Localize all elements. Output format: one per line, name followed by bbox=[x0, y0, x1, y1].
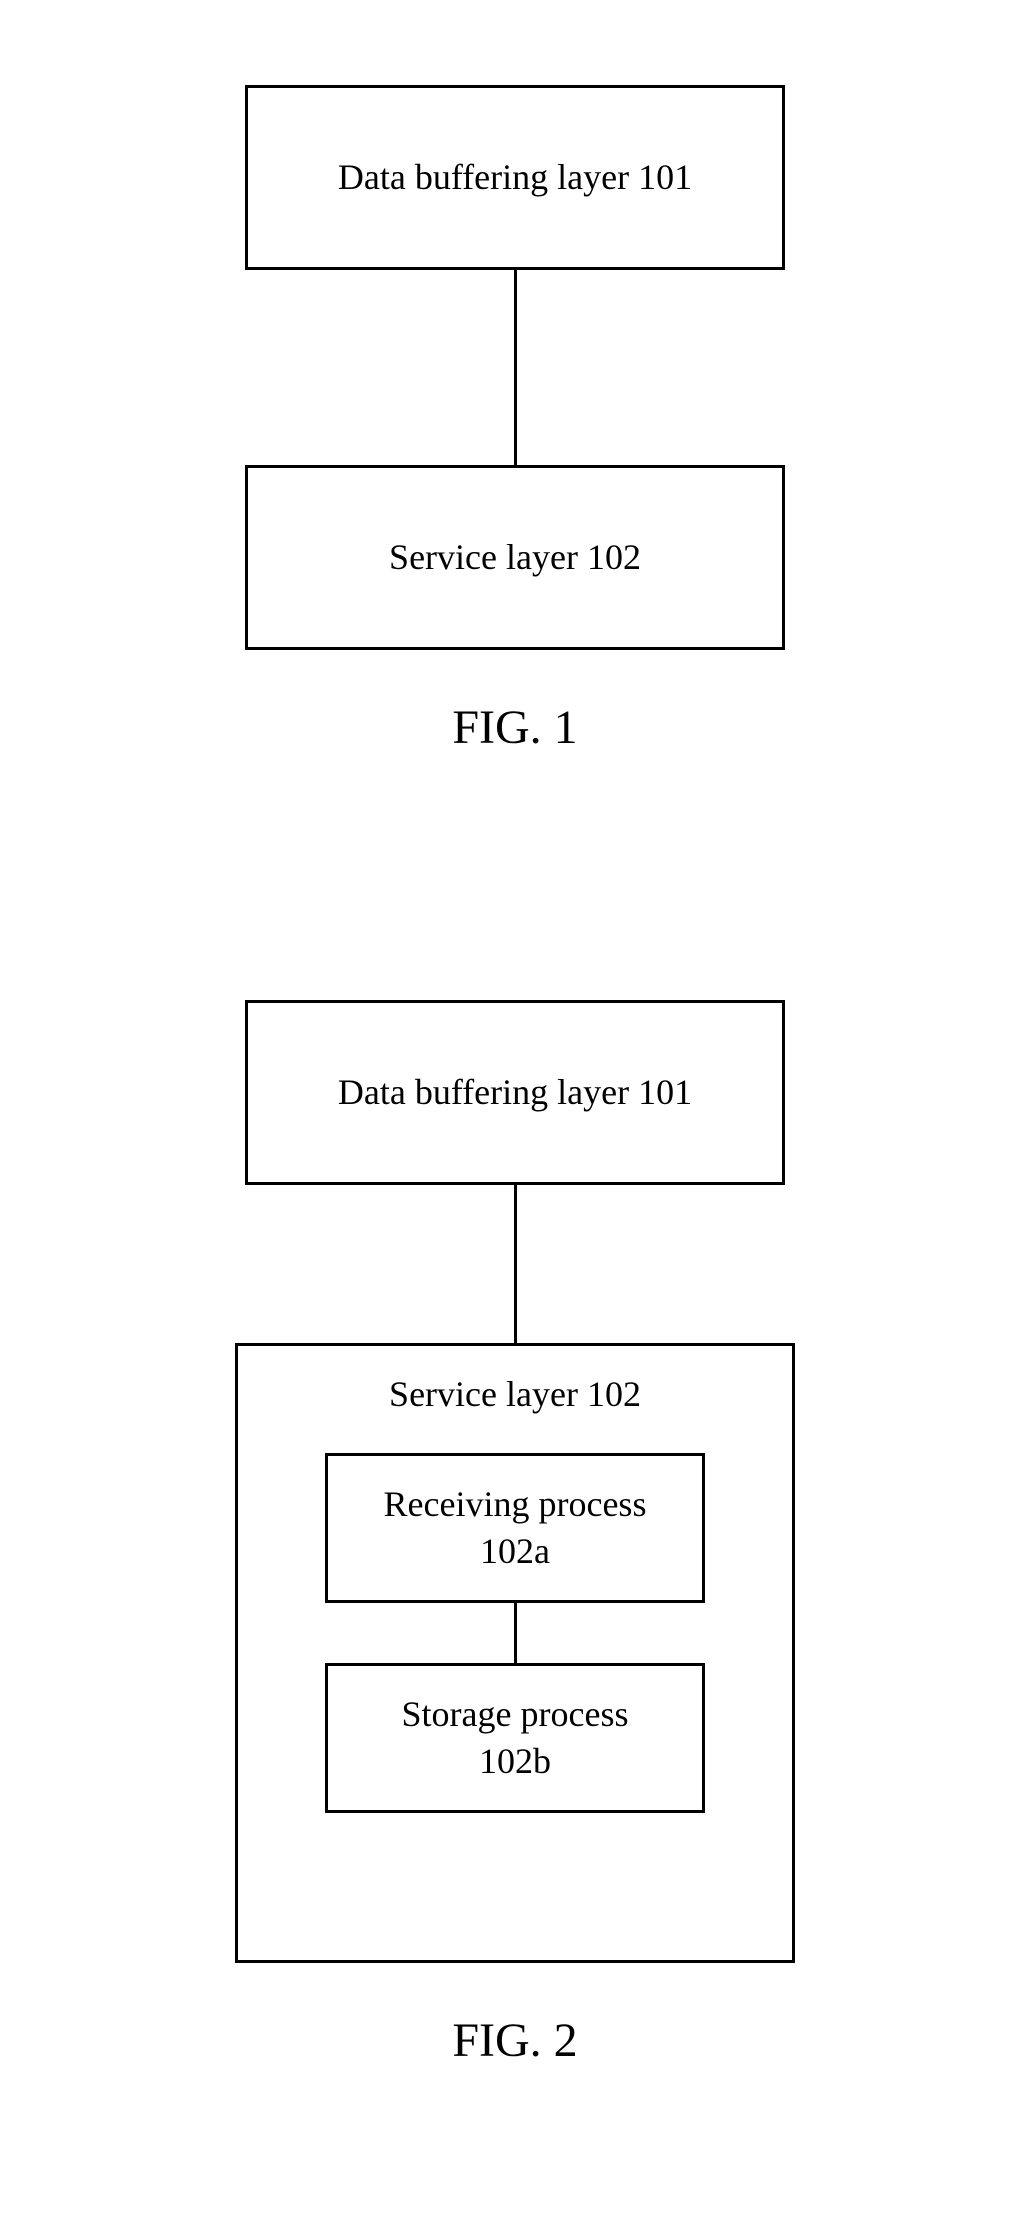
fig1-node-label: Data buffering layer 101 bbox=[338, 154, 692, 201]
fig2-caption: FIG. 2 bbox=[452, 2013, 577, 2068]
figure-1: Data buffering layer 101 Service layer 1… bbox=[245, 85, 785, 755]
fig1-connector bbox=[514, 270, 517, 465]
fig2-node-service: Service layer 102 Receiving process 102a… bbox=[235, 1343, 795, 1963]
fig2-node-data-buffering: Data buffering layer 101 bbox=[245, 1000, 785, 1185]
fig1-node-service: Service layer 102 bbox=[245, 465, 785, 650]
fig2-inner-label-line1: Receiving process bbox=[384, 1481, 647, 1528]
fig2-inner-receiving: Receiving process 102a bbox=[325, 1453, 705, 1603]
figure-2: Data buffering layer 101 Service layer 1… bbox=[235, 1000, 795, 2068]
fig2-inner-label-line2: 102b bbox=[479, 1738, 551, 1785]
fig2-inner-storage: Storage process 102b bbox=[325, 1663, 705, 1813]
fig2-inner-label-line2: 102a bbox=[480, 1528, 550, 1575]
fig1-node-data-buffering: Data buffering layer 101 bbox=[245, 85, 785, 270]
fig1-node-label: Service layer 102 bbox=[389, 534, 641, 581]
fig2-node-label: Data buffering layer 101 bbox=[338, 1069, 692, 1116]
fig2-connector-inner bbox=[514, 1603, 517, 1663]
fig1-caption: FIG. 1 bbox=[452, 700, 577, 755]
fig2-service-title: Service layer 102 bbox=[389, 1371, 641, 1418]
fig2-inner-label-line1: Storage process bbox=[402, 1691, 629, 1738]
fig2-connector-outer bbox=[514, 1185, 517, 1343]
